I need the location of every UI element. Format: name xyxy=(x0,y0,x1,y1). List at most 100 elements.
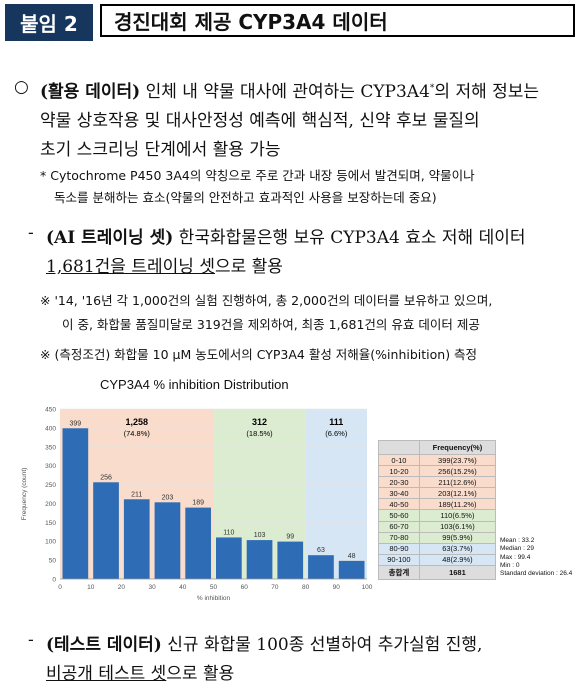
freq-value: 48(2.9%) xyxy=(418,553,497,566)
freq-range: 90-100 xyxy=(378,553,420,566)
usage-label: (활용 데이터) xyxy=(40,82,141,102)
usage-text-1b: 의 저해 정보는 xyxy=(434,82,540,102)
bar-value-label: 103 xyxy=(254,532,266,539)
y-tick-label: 300 xyxy=(45,463,56,470)
freq-range: 0-10 xyxy=(378,453,420,467)
y-tick-label: 150 xyxy=(45,520,56,527)
footnote-mark: * xyxy=(429,83,435,94)
bar-value-label: 399 xyxy=(70,420,82,427)
freq-value: 256(15.2%) xyxy=(418,465,497,478)
training-underlined: 1,681건을 트레이닝 셋 xyxy=(46,257,215,277)
group-count: 111 xyxy=(329,417,343,427)
histogram-bar xyxy=(338,560,365,579)
y-tick-label: 100 xyxy=(45,539,56,546)
freq-value: 399(23.7%) xyxy=(418,453,497,467)
test-line-2: 비공개 테스트 셋으로 활용 xyxy=(46,659,234,684)
histogram-bar xyxy=(216,537,242,579)
histogram-bar xyxy=(62,428,89,579)
y-tick-label: 350 xyxy=(45,444,56,451)
group-background xyxy=(305,409,367,579)
freq-value: 103(6.1%) xyxy=(418,520,497,533)
x-tick-label: 20 xyxy=(118,584,126,591)
usage-line-1: (활용 데이터) 인체 내 약물 대사에 관여하는 CYP3A4*의 저해 정보… xyxy=(40,77,539,102)
histogram-bar xyxy=(154,502,181,579)
histogram-bar xyxy=(277,541,304,579)
training-line-2: 1,681건을 트레이닝 셋으로 활용 xyxy=(46,252,283,277)
training-note-2: 이 중, 화합물 품질미달로 319건을 제외하여, 최종 1,681건의 유효… xyxy=(62,317,480,332)
histogram-bar xyxy=(185,507,211,579)
freq-value: 189(11.2%) xyxy=(418,498,497,511)
x-tick-label: 70 xyxy=(271,584,279,591)
freq-range: 30-40 xyxy=(378,487,420,500)
freq-range: 10-20 xyxy=(378,465,420,478)
bar-value-label: 48 xyxy=(348,553,356,560)
bullet-circle: ○ xyxy=(14,77,29,97)
test-underlined: 비공개 테스트 셋 xyxy=(46,664,167,684)
training-line-1: (AI 트레이닝 셋) 한국화합물은행 보유 CYP3A4 효소 저해 데이터 xyxy=(46,223,526,248)
histogram-bar xyxy=(308,555,334,579)
freq-row: 0-10 399(23.7%) xyxy=(378,453,497,467)
x-tick-label: 100 xyxy=(362,584,373,591)
dash-1: - xyxy=(28,223,34,243)
freq-row: 60-70 103(6.1%) xyxy=(378,520,497,533)
bar-value-label: 189 xyxy=(192,500,204,507)
usage-line-2: 약물 상호작용 및 대사안정성 예측에 핵심적, 신약 후보 물질의 xyxy=(40,111,480,131)
y-tick-label: 50 xyxy=(49,558,57,565)
x-tick-label: 10 xyxy=(87,584,95,591)
x-tick-label: 80 xyxy=(302,584,310,591)
freq-range: 80-90 xyxy=(378,542,420,555)
group-count: 1,258 xyxy=(125,417,148,427)
y-axis-label: Frequency (count) xyxy=(21,468,28,521)
freq-range: 60-70 xyxy=(378,520,420,533)
bar-value-label: 256 xyxy=(100,474,112,481)
freq-row: 20-30 211(12.6%) xyxy=(378,476,497,489)
statistics-box: Mean : 33.2 Median : 29 Max : 99.4 Min :… xyxy=(500,537,572,578)
x-tick-label: 0 xyxy=(58,584,62,591)
freq-range: 50-60 xyxy=(378,509,420,522)
freq-row: 80-90 63(3.7%) xyxy=(378,542,497,555)
usage-line-3: 초기 스크리닝 단계에서 활용 가능 xyxy=(40,140,281,160)
freq-range: 20-30 xyxy=(378,476,420,489)
x-tick-label: 90 xyxy=(333,584,341,591)
usage-note-2: 독소를 분해하는 효소(약물의 안전하고 효과적인 사용을 보장하는데 중요) xyxy=(54,190,437,205)
usage-text-1a: 인체 내 약물 대사에 관여하는 CYP3A4 xyxy=(140,82,430,102)
training-text-1: 한국화합물은행 보유 CYP3A4 효소 저해 데이터 xyxy=(173,228,526,248)
x-tick-label: 60 xyxy=(241,584,249,591)
group-percent: (74.8%) xyxy=(124,429,151,438)
frequency-table: Frequency(%) 0-10 399(23.7%) 10-20 256(15.2… xyxy=(378,440,497,580)
test-text-2: 으로 활용 xyxy=(166,664,235,684)
bar-value-label: 63 xyxy=(317,547,325,554)
group-percent: (6.6%) xyxy=(325,429,348,438)
histogram-chart: 1,258(74.8%)312(18.5%)111(6.6%)050100150… xyxy=(21,407,373,603)
appendix-tag: 붙임 2 xyxy=(5,4,93,41)
stat-mean: Mean : 33.2 xyxy=(500,537,535,544)
total-label: 총합계 xyxy=(378,564,420,580)
x-tick-label: 40 xyxy=(179,584,187,591)
y-tick-label: 450 xyxy=(45,407,56,414)
bar-value-label: 203 xyxy=(162,494,174,501)
freq-range: 70-80 xyxy=(378,531,420,544)
freq-range: 40-50 xyxy=(378,498,420,511)
y-tick-label: 0 xyxy=(52,577,56,584)
stat-std: Standard deviation : 26.4 xyxy=(500,570,573,578)
training-note-3: ※ (측정조건) 화합물 10 μM 농도에서의 CYP3A4 활성 저해율(%… xyxy=(40,347,478,362)
freq-row: 10-20 256(15.2%) xyxy=(378,465,497,478)
freq-row: 50-60 110(6.5%) xyxy=(378,509,497,522)
x-tick-label: 50 xyxy=(210,584,218,591)
group-percent: (18.5%) xyxy=(246,429,273,438)
freq-value: 203(12.1%) xyxy=(418,487,497,500)
training-note-1: ※ '14, '16년 각 1,000건의 실험 진행하여, 총 2,000건의… xyxy=(40,293,493,308)
freq-row: 30-40 203(12.1%) xyxy=(378,487,497,500)
usage-note-1: * Cytochrome P450 3A4의 약칭으로 주로 간과 내장 등에서… xyxy=(40,168,475,183)
bar-value-label: 211 xyxy=(131,491,142,498)
stat-median: Median : 29 xyxy=(500,545,534,553)
freq-row: 40-50 189(11.2%) xyxy=(378,498,497,511)
bar-value-label: 99 xyxy=(286,534,294,541)
freq-value: 63(3.7%) xyxy=(418,542,497,555)
header: 붙임 2 경진대회 제공 CYP3A4 데이터 xyxy=(5,4,575,41)
histogram-bar xyxy=(93,482,119,579)
y-tick-label: 250 xyxy=(45,482,56,489)
freq-row: 90-100 48(2.9%) xyxy=(378,553,497,566)
test-line-1: (테스트 데이터) 신규 화합물 100종 선별하여 추가실험 진행, xyxy=(46,630,482,655)
test-label: (테스트 데이터) xyxy=(46,635,162,655)
